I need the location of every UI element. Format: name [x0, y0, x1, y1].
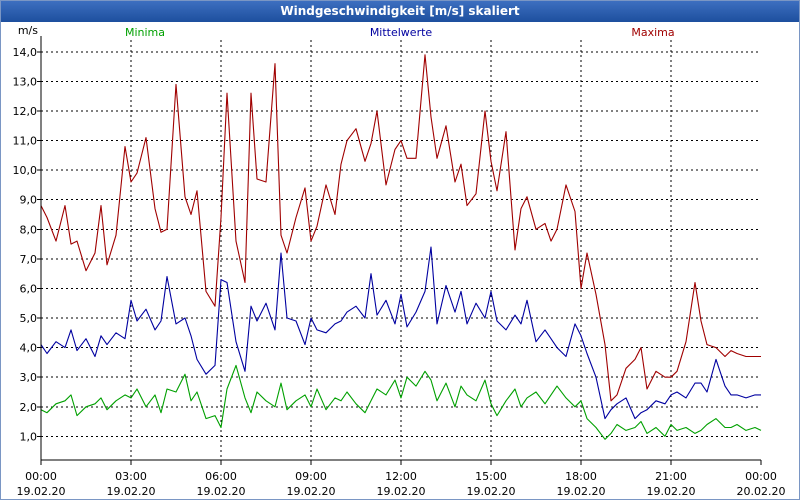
- series-lines: [40, 54, 762, 440]
- x-tick-date: 20.02.20: [737, 485, 786, 498]
- chart-title: Windgeschwindigkeit [m/s] skaliert: [1, 1, 799, 22]
- axes: [37, 36, 762, 465]
- x-tick-time: 15:00: [475, 470, 507, 483]
- wind-speed-chart: 1,0 2,0 3,0 4,0 5,0 6,0 7,0 8,0 9,0 10,0 11,0 12,0 1…: [13, 24, 786, 498]
- series-minima: [40, 364, 762, 440]
- y-tick-label: 4,0: [20, 342, 38, 355]
- y-tick-label: 10,0: [13, 164, 38, 177]
- x-tick-date: 19.02.20: [287, 485, 336, 498]
- x-tick-date: 19.02.20: [647, 485, 696, 498]
- y-axis-label: m/s: [18, 24, 38, 37]
- x-tick-time: 00:00: [25, 470, 57, 483]
- y-tick-label: 11,0: [13, 135, 38, 148]
- y-tick-label: 7,0: [20, 253, 38, 266]
- x-tick-date: 19.02.20: [557, 485, 606, 498]
- legend-minima: Minima: [125, 26, 165, 39]
- x-tick-date: 19.02.20: [107, 485, 156, 498]
- legend: Minima Mittelwerte Maxima: [125, 26, 675, 39]
- y-tick-label: 9,0: [20, 194, 38, 207]
- x-tick-time: 06:00: [205, 470, 237, 483]
- tick-labels: 1,0 2,0 3,0 4,0 5,0 6,0 7,0 8,0 9,0 10,0 11,0 12,0 1…: [13, 24, 786, 498]
- x-tick-time: 00:00: [745, 470, 777, 483]
- x-tick-date: 19.02.20: [197, 485, 246, 498]
- y-tick-label: 1,0: [20, 430, 38, 443]
- y-tick-label: 3,0: [20, 371, 38, 384]
- y-tick-label: 14,0: [13, 46, 38, 59]
- x-tick-time: 21:00: [655, 470, 687, 483]
- x-tick-date: 19.02.20: [467, 485, 516, 498]
- y-tick-label: 5,0: [20, 312, 38, 325]
- grid: [41, 40, 761, 460]
- y-tick-label: 13,0: [13, 75, 38, 88]
- y-tick-label: 2,0: [20, 401, 38, 414]
- y-tick-label: 6,0: [20, 282, 38, 295]
- legend-maxima: Maxima: [631, 26, 674, 39]
- series-mittelwerte: [40, 246, 761, 420]
- y-tick-label: 8,0: [20, 223, 38, 236]
- legend-mittelwerte: Mittelwerte: [370, 26, 433, 39]
- x-tick-time: 12:00: [385, 470, 417, 483]
- series-maxima: [40, 54, 761, 402]
- x-tick-time: 18:00: [565, 470, 597, 483]
- y-tick-label: 12,0: [13, 105, 38, 118]
- x-tick-date: 19.02.20: [377, 485, 426, 498]
- x-tick-time: 03:00: [115, 470, 147, 483]
- x-tick-time: 09:00: [295, 470, 327, 483]
- x-tick-date: 19.02.20: [17, 485, 66, 498]
